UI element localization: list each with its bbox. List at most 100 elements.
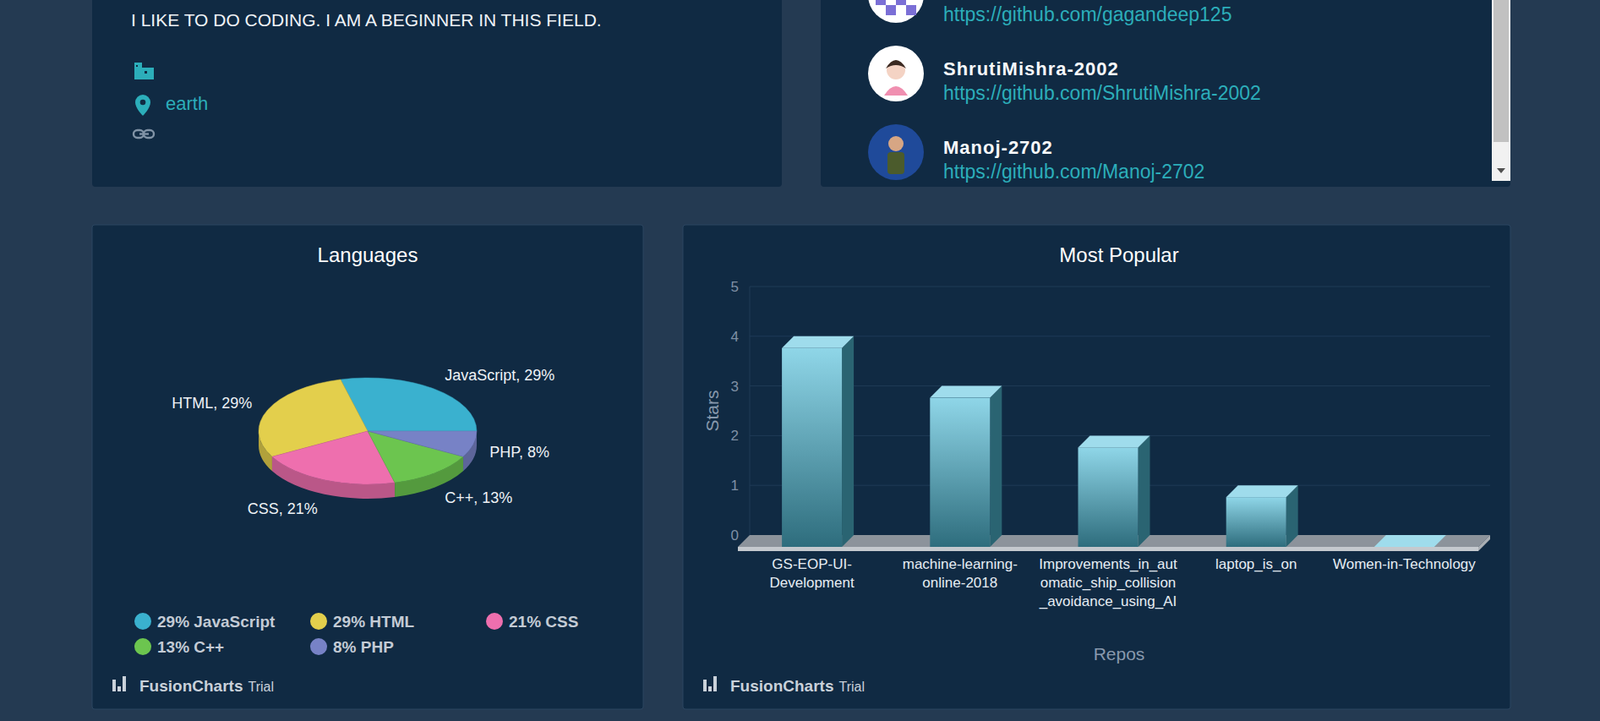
x-tick-label: GS-EOP-UI-Development <box>769 556 855 591</box>
bar-side <box>1138 435 1151 547</box>
legend-label: 8% PHP <box>333 638 394 656</box>
chart-panel <box>92 224 644 710</box>
label-line: Improvements_in_aut <box>1038 556 1178 573</box>
avatar-part <box>875 0 886 6</box>
bar <box>1078 447 1139 547</box>
avatar-part <box>888 136 904 152</box>
watermark-brand: FusionCharts <box>139 677 243 695</box>
bar <box>1226 496 1287 547</box>
data-label: CSS, 21% <box>247 500 318 518</box>
legend-swatch <box>134 638 152 656</box>
watermark-text: FusionCharts Trial <box>730 677 865 695</box>
x-tick-label: laptop_is_on <box>1215 556 1297 573</box>
bar-side <box>841 336 854 547</box>
icon-part <box>140 99 147 106</box>
legend-swatch <box>486 612 503 630</box>
bar-top <box>1226 485 1299 497</box>
label-line: online-2018 <box>922 574 998 591</box>
watermark-brand: FusionCharts <box>730 677 834 695</box>
floor-front <box>737 546 1479 552</box>
y-axis-title: Stars <box>702 389 722 432</box>
logo-bar <box>713 676 717 692</box>
logo-bar <box>703 679 707 692</box>
follower-url[interactable]: https://github.com/ShrutiMishra-2002 <box>943 81 1262 104</box>
avatar-bg <box>868 0 924 23</box>
y-tick-label: 5 <box>731 278 739 295</box>
avatar-part <box>884 86 908 96</box>
avatar-part <box>885 5 896 16</box>
pie-slice <box>367 431 477 457</box>
bar-group <box>1078 435 1151 547</box>
x-axis-title: Repos <box>1093 644 1146 664</box>
grid-line <box>749 385 1491 387</box>
chart-title: Languages <box>317 243 419 267</box>
logo-bar <box>112 679 116 692</box>
legend-swatch <box>134 612 152 630</box>
logo-bar <box>122 676 126 692</box>
watermark-text: FusionChartsTrial <box>139 677 274 695</box>
avatar-part <box>895 0 907 6</box>
logo-bar <box>117 686 121 692</box>
bar-group <box>929 386 1002 547</box>
followers-card <box>820 0 1511 187</box>
data-label: JavaScript, 29% <box>444 366 555 384</box>
logo-bar <box>708 686 712 692</box>
follower-url[interactable]: https://github.com/gagandeep125 <box>943 3 1232 26</box>
watermark: FusionCharts Trial <box>703 676 865 695</box>
location: earth <box>165 92 208 115</box>
company-icon <box>134 62 154 80</box>
label-line: GS-EOP-UI- <box>771 556 852 573</box>
avatar-part <box>886 60 906 80</box>
floor-side <box>1478 535 1491 552</box>
pie-chart: LanguagesJavaScript, 29%HTML, 29%CSS, 21… <box>92 224 644 710</box>
avatar-bg <box>868 45 924 102</box>
pie-tops <box>258 377 477 485</box>
chart-title: Most Popular <box>1059 243 1179 267</box>
x-tick-label: Women-in-Technology <box>1332 556 1476 573</box>
bar-top <box>1078 435 1151 448</box>
bar-top <box>929 386 1002 399</box>
avatar-part <box>887 152 905 175</box>
chart-panel <box>682 224 1511 710</box>
icon-part <box>144 70 148 74</box>
data-label: C++, 13% <box>444 489 513 507</box>
legend-swatch <box>310 638 328 656</box>
avatar-part <box>885 60 907 69</box>
label-line: _avoidance_using_AI <box>1038 593 1178 610</box>
avatar <box>868 0 924 23</box>
page: {"profile": {"bio": "I LIKE TO DO CODING… <box>0 0 1600 721</box>
axis-line <box>749 286 751 536</box>
bars <box>781 336 1447 547</box>
legend-label: 13% C++ <box>157 638 224 656</box>
scroll-arrow[interactable] <box>1496 168 1506 174</box>
bar-group <box>781 336 854 547</box>
bar-group <box>1374 535 1447 547</box>
watermark-edition: Trial <box>838 679 865 694</box>
legend-label: 21% CSS <box>508 612 579 631</box>
icon-part <box>134 62 142 80</box>
legend-swatch <box>310 612 328 630</box>
avatar-part <box>906 5 917 16</box>
y-tick-label: 1 <box>731 477 739 494</box>
avatar-bg <box>868 124 924 181</box>
dashboard: I LIKE TO DO CODING. I AM A BEGINNER IN … <box>0 0 1600 721</box>
grid-line <box>749 335 1491 337</box>
follower-login: Manoj-2702 <box>943 136 1054 159</box>
legend: 29% JavaScript 29% HTML 21% CSS 13% C++ 8% P… <box>134 612 579 656</box>
legend-label: 29% HTML <box>333 612 415 631</box>
y-tick-label: 2 <box>731 427 739 444</box>
follower-login: ShrutiMishra-2002 <box>943 58 1120 80</box>
data-label: PHP, 8% <box>489 443 550 461</box>
x-tick-label: Improvements_in_automatic_ship_collision… <box>1038 556 1178 610</box>
scrollbar <box>1491 0 1511 181</box>
bar-chart: Most Popular012345StarsGS-EOP-UI-Develop… <box>682 224 1511 710</box>
bar-top <box>781 336 854 349</box>
avatar <box>868 45 924 102</box>
scroll-thumb[interactable] <box>1493 0 1509 142</box>
bar <box>929 398 990 547</box>
legend-label: 29% JavaScript <box>157 612 276 631</box>
scroll-track <box>1491 0 1511 181</box>
followers-list: https://github.com/gagandeep125 ShrutiMis… <box>868 0 1262 183</box>
follower-url[interactable]: https://github.com/Manoj-2702 <box>943 160 1205 183</box>
profile-card <box>92 0 782 187</box>
